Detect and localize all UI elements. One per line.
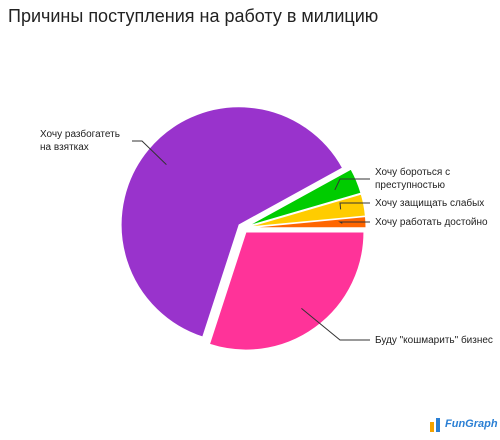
slice-label: Хочу работать достойно	[375, 217, 488, 228]
pie-slice	[208, 231, 365, 351]
pie-slice	[247, 168, 362, 227]
slice-label: Хочу бороться с преступностью	[375, 167, 451, 191]
slice-label: Хочу защищать слабых	[375, 198, 485, 209]
logo-icon	[430, 418, 440, 432]
pie-slice	[247, 193, 366, 228]
slice-label: Буду "кошмарить" бизнес	[375, 335, 493, 346]
chart-title: Причины поступления на работу в милицию	[8, 6, 379, 26]
watermark: FunGraph	[445, 418, 498, 430]
pie-slice	[120, 106, 344, 338]
slice-label: Хочу разбогатеть на взятках	[40, 129, 120, 153]
leader-line	[301, 308, 370, 341]
leader-line	[339, 202, 370, 210]
leader-line	[132, 140, 167, 165]
leader-line	[334, 178, 370, 191]
leader-line	[338, 221, 370, 224]
